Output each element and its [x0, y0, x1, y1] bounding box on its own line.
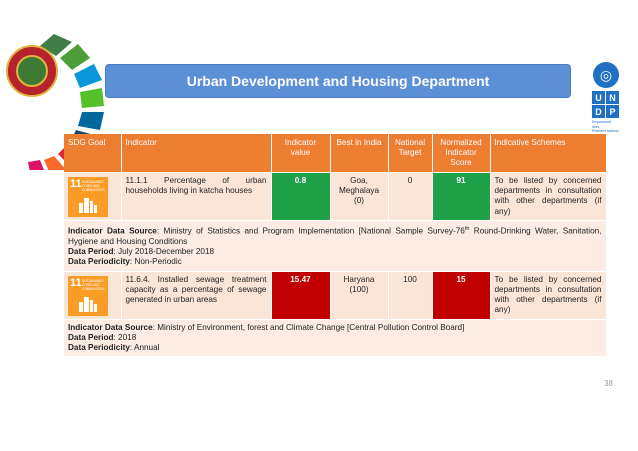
source-label: Indicator Data Source — [68, 226, 157, 236]
page-title: Urban Development and Housing Department — [186, 73, 490, 89]
undp-letter: N — [606, 91, 619, 104]
sdg-label: SUSTAINABLE CITIES AND COMMUNITIES — [82, 180, 105, 192]
col-header-national-target: National Target — [388, 134, 433, 173]
col-header-best-in-india: Best in India — [330, 134, 389, 173]
undp-letter: P — [606, 105, 619, 118]
col-header-normalized-score: Normalized Indicator Score — [432, 134, 491, 173]
sdg-11-icon: 11 SUSTAINABLE CITIES AND COMMUNITIES — [68, 177, 108, 217]
periodicity-label: Data Periodicity — [68, 257, 130, 267]
normalized-score-cell: 15 — [432, 270, 491, 320]
col-header-indicator-value: Indicator value — [271, 134, 331, 173]
table-source-row: Indicator Data Source: Ministry of Envir… — [64, 318, 607, 357]
state-emblem-icon — [6, 45, 58, 97]
indicator-cell: 11.1.1 Percentage of urban households li… — [121, 172, 272, 221]
page-number: 38 — [604, 379, 613, 388]
national-target-cell: 100 — [388, 270, 433, 320]
source-label: Indicator Data Source — [68, 322, 153, 332]
undp-tagline: Resilient nations. — [592, 129, 620, 133]
source-text-2: Round-Drinking Water, Sanitation, Hygien… — [68, 226, 602, 246]
sdg-label: SUSTAINABLE CITIES AND COMMUNITIES — [82, 278, 105, 291]
period-value: : July 2018-December 2018 — [113, 247, 215, 257]
best-in-india-cell: Goa, Meghalaya (0) — [330, 172, 389, 221]
national-target-cell: 0 — [388, 172, 433, 221]
source-text: : Ministry of Statistics and Program Imp… — [156, 226, 465, 236]
data-source-cell: Indicator Data Source: Ministry of Envir… — [64, 318, 607, 357]
source-text: : Ministry of Environment, forest and Cl… — [152, 322, 465, 332]
city-icon — [79, 198, 97, 213]
city-icon — [79, 296, 97, 312]
table-header-row: SDG Goal Indicator Indicator value Best … — [64, 134, 607, 173]
indicative-schemes-cell: To be listed by concerned departments in… — [490, 270, 607, 320]
data-source-cell: Indicator Data Source: Ministry of Stati… — [64, 220, 607, 272]
periodicity-label: Data Periodicity — [68, 342, 130, 352]
sdg-number: 11 — [70, 276, 82, 289]
undp-tagline: Empowered lives. — [592, 120, 612, 129]
table-source-row: Indicator Data Source: Ministry of Stati… — [64, 220, 607, 272]
sdg-goal-cell: 11 SUSTAINABLE CITIES AND COMMUNITIES — [64, 172, 122, 221]
col-header-sdg-goal: SDG Goal — [64, 134, 122, 173]
col-header-indicator: Indicator — [121, 134, 272, 173]
periodicity-value: : Annual — [129, 342, 160, 352]
period-label: Data Period — [68, 247, 114, 257]
sdg-goal-cell: 11 SUSTAINABLE CITIES AND COMMUNITIES — [64, 270, 122, 320]
sdg-indicator-table: SDG Goal Indicator Indicator value Best … — [64, 134, 607, 357]
undp-letter: U — [592, 91, 605, 104]
un-emblem-icon: ◎ — [593, 62, 619, 88]
source-sup: th — [464, 226, 470, 232]
undp-letter: D — [592, 105, 605, 118]
page-title-banner: Urban Development and Housing Department — [105, 64, 571, 98]
indicative-schemes-cell: To be listed by concerned departments in… — [490, 172, 607, 221]
sdg-number: 11 — [70, 178, 82, 190]
undp-logo: ◎ U N D P Empowered lives. Resilient nat… — [592, 62, 620, 134]
normalized-score-cell: 91 — [432, 172, 491, 221]
indicator-value-cell: 15.47 — [271, 270, 331, 320]
sdg-11-icon: 11 SUSTAINABLE CITIES AND COMMUNITIES — [68, 275, 108, 316]
period-label: Data Period — [68, 332, 114, 342]
best-in-india-cell: Haryana (100) — [330, 270, 389, 320]
indicator-value-cell: 0.8 — [271, 172, 331, 221]
col-header-indicative-schemes: Indicative Schemes — [490, 134, 607, 173]
period-value: : 2018 — [113, 332, 137, 342]
table-row: 11 SUSTAINABLE CITIES AND COMMUNITIES 11… — [64, 270, 607, 320]
table-row: 11 SUSTAINABLE CITIES AND COMMUNITIES 11… — [64, 172, 607, 221]
periodicity-value: : Non-Periodic — [129, 257, 182, 267]
indicator-cell: 11.6.4. Installed sewage treatment capac… — [121, 270, 272, 320]
